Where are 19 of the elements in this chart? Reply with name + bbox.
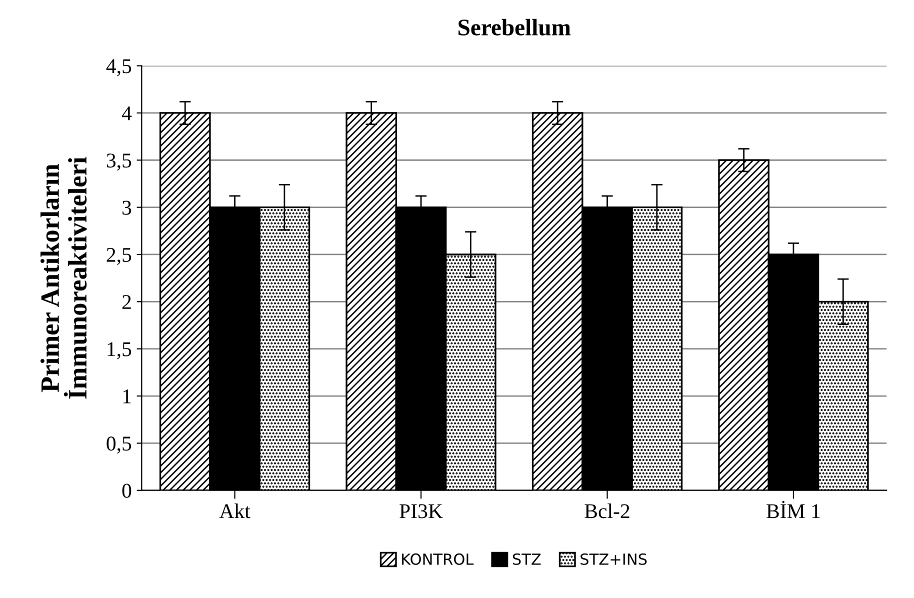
x-tick-label: BİM 1 bbox=[766, 500, 820, 518]
x-tick-label: PI3K bbox=[400, 504, 443, 518]
y-tick-label: 3 bbox=[122, 200, 132, 215]
y-tick-label: 2 bbox=[122, 295, 131, 309]
y-tick-label: 4 bbox=[122, 106, 132, 120]
x-tick-label: Bcl-2 bbox=[584, 504, 630, 518]
y-tick-label: 3,5 bbox=[106, 154, 132, 171]
legend-label: STZ+INS bbox=[580, 553, 647, 565]
legend-label: STZ bbox=[512, 553, 541, 565]
y-tick-label: 0,5 bbox=[106, 436, 132, 454]
x-tick-label: Akt bbox=[219, 504, 250, 518]
y-tick-label: 2,5 bbox=[106, 248, 132, 265]
y-tick-label: 0 bbox=[122, 484, 132, 498]
chart-title: Serebellum bbox=[458, 18, 571, 36]
y-tick-label: 1,5 bbox=[108, 342, 132, 360]
legend-label: KONTROL bbox=[402, 553, 474, 565]
y-tick-label: 1 bbox=[123, 389, 131, 404]
y-axis-title: Primer Antikorların İmmunoreaktiviteleri bbox=[40, 157, 87, 399]
y-tick-label: 4,5 bbox=[106, 59, 132, 76]
